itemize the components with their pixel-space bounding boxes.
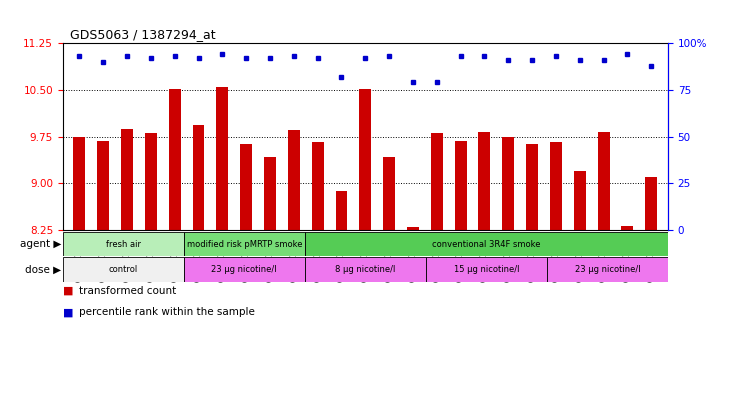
Text: GDS5063 / 1387294_at: GDS5063 / 1387294_at [70,28,215,41]
Text: conventional 3R4F smoke: conventional 3R4F smoke [432,240,541,248]
Text: 8 μg nicotine/l: 8 μg nicotine/l [335,265,396,274]
Bar [184,232,305,256]
Bar [63,232,184,256]
Text: 23 μg nicotine/l: 23 μg nicotine/l [212,265,277,274]
Bar [264,157,276,230]
Bar [383,157,395,230]
Bar [526,144,538,230]
Bar [407,227,419,230]
Bar [311,141,324,230]
Bar [97,141,109,230]
Text: 15 μg nicotine/l: 15 μg nicotine/l [454,265,519,274]
Bar [145,134,157,230]
Bar [63,257,184,282]
Bar [478,132,490,230]
Bar [573,171,586,230]
Bar [547,257,668,282]
Text: fresh air: fresh air [106,240,141,248]
Text: dose ▶: dose ▶ [25,264,61,275]
Bar [305,257,426,282]
Bar [241,144,252,230]
Bar [74,136,86,230]
Text: modified risk pMRTP smoke: modified risk pMRTP smoke [187,240,302,248]
Bar [336,191,348,230]
Bar [169,89,181,230]
Bar [598,132,610,230]
Text: 23 μg nicotine/l: 23 μg nicotine/l [575,265,640,274]
Bar [184,257,305,282]
Text: ■: ■ [63,286,73,296]
Bar [305,232,668,256]
Bar [426,257,547,282]
Bar [550,141,562,230]
Bar [359,89,371,230]
Bar [121,129,133,230]
Text: agent ▶: agent ▶ [20,239,61,249]
Bar [645,177,657,230]
Text: percentile rank within the sample: percentile rank within the sample [79,307,255,317]
Bar [216,87,228,230]
Bar [431,134,443,230]
Bar [455,141,466,230]
Text: control: control [108,265,138,274]
Bar [503,136,514,230]
Text: transformed count: transformed count [79,286,176,296]
Text: ■: ■ [63,307,73,317]
Bar [288,130,300,230]
Bar [621,226,633,230]
Bar [193,125,204,230]
